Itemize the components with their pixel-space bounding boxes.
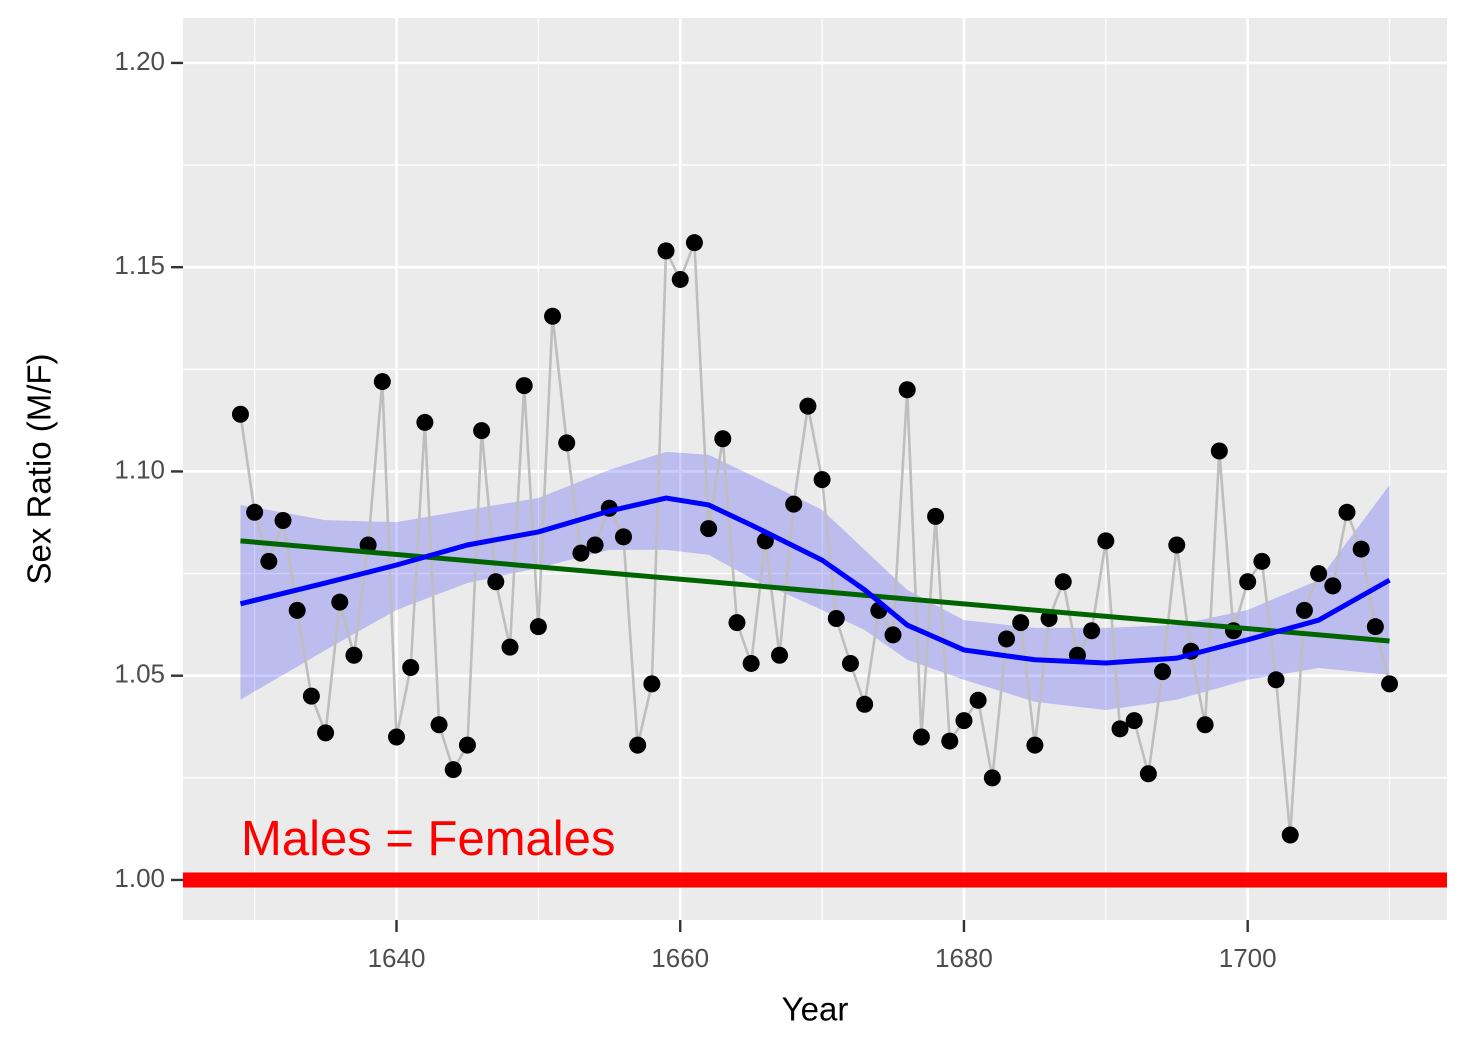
data-point (345, 646, 363, 664)
data-point (1097, 532, 1115, 550)
data-point (1381, 675, 1399, 693)
data-point (1281, 826, 1299, 844)
data-point (728, 614, 746, 632)
data-point (529, 618, 547, 636)
data-point (586, 536, 604, 554)
data-point (1352, 540, 1370, 558)
data-point (487, 573, 505, 591)
data-point (969, 691, 987, 709)
y-tick-label: 1.20 (114, 46, 165, 76)
data-point (1239, 573, 1257, 591)
data-point (856, 695, 874, 713)
data-point (998, 630, 1016, 648)
data-point (1210, 442, 1228, 460)
data-point (714, 430, 732, 448)
annotation: Males = Females (241, 812, 615, 866)
data-point (742, 654, 760, 672)
y-tick-label: 1.00 (114, 863, 165, 893)
confidence-band (240, 451, 1390, 711)
data-point (1026, 736, 1044, 754)
y-tick-label: 1.15 (114, 250, 165, 280)
data-point (501, 638, 519, 656)
data-point (841, 654, 859, 672)
data-point (231, 405, 249, 423)
data-point (1168, 536, 1186, 554)
data-point (1253, 552, 1271, 570)
data-point (1154, 663, 1172, 681)
x-tick-label: 1640 (368, 943, 426, 973)
data-point (771, 646, 789, 664)
data-point (955, 712, 973, 730)
data-point (1012, 614, 1030, 632)
data-point (302, 687, 320, 705)
data-point (1040, 610, 1058, 628)
data-point (912, 728, 930, 746)
data-point (643, 675, 661, 693)
data-point (657, 242, 675, 260)
data-point (473, 422, 491, 440)
data-point (1139, 765, 1157, 783)
data-point (317, 724, 335, 742)
loess-line (239, 495, 1391, 666)
data-point (1324, 577, 1342, 595)
data-point (884, 626, 902, 644)
data-point (444, 761, 462, 779)
plot-background (183, 18, 1447, 920)
data-point (1054, 573, 1072, 591)
data-point (983, 769, 1001, 787)
data-point (246, 503, 264, 521)
data-point (1366, 618, 1384, 636)
data-point (260, 552, 278, 570)
x-tick-label: 1660 (651, 943, 709, 973)
data-point (558, 434, 576, 452)
series-line (239, 242, 1391, 836)
data-point (799, 397, 817, 415)
data-point (274, 511, 292, 529)
data-point (373, 373, 391, 391)
data-point (1310, 565, 1328, 583)
x-tick-label: 1700 (1219, 943, 1277, 973)
data-point (430, 716, 448, 734)
data-point (1295, 601, 1313, 619)
y-tick-label: 1.10 (114, 454, 165, 484)
data-point (927, 507, 945, 525)
data-point (458, 736, 476, 754)
data-point (1083, 622, 1101, 640)
data-point (1338, 503, 1356, 521)
data-point (515, 377, 533, 395)
data-point (331, 593, 349, 611)
data-point (416, 413, 434, 431)
data-point (1196, 716, 1214, 734)
data-point (827, 610, 845, 628)
data-point (1125, 712, 1143, 730)
data-point (614, 528, 632, 546)
data-point (388, 728, 406, 746)
data-point (288, 601, 306, 619)
data-point (671, 270, 689, 288)
data-point (629, 736, 647, 754)
x-tick-label: 1680 (935, 943, 993, 973)
data-point (813, 471, 831, 489)
data-point (572, 544, 590, 562)
data-point (785, 495, 803, 513)
data-point (941, 732, 959, 750)
data-point (685, 234, 703, 252)
data-point (1111, 720, 1129, 738)
data-point (700, 520, 718, 538)
x-axis-title: Year (782, 991, 849, 1028)
y-axis-title: Sex Ratio (M/F) (21, 353, 58, 584)
data-point (402, 659, 420, 677)
data-point (1267, 671, 1285, 689)
data-point (544, 307, 562, 325)
data-point (898, 381, 916, 399)
y-tick-label: 1.05 (114, 659, 165, 689)
